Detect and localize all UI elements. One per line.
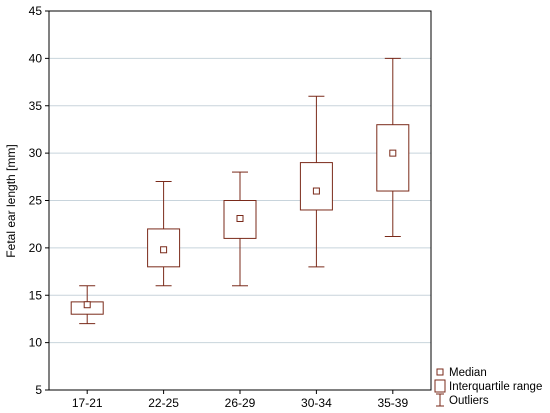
legend-median-marker xyxy=(436,368,444,376)
median-marker xyxy=(83,301,91,309)
box-22-25 xyxy=(147,181,181,287)
legend-iqr-box xyxy=(434,379,446,393)
legend-label: Median xyxy=(449,367,487,379)
y-tick-label: 5 xyxy=(35,383,42,397)
y-axis-label: Fetal ear length [mm] xyxy=(4,144,18,257)
y-tick-label: 35 xyxy=(29,99,43,113)
box-30-34 xyxy=(299,95,333,268)
y-tick-label: 25 xyxy=(29,194,43,208)
legend-label: Interquartile range xyxy=(449,381,542,393)
box-35-39 xyxy=(376,57,410,238)
iqr-box xyxy=(376,124,410,192)
box-26-29 xyxy=(223,171,257,287)
y-tick-label: 10 xyxy=(29,336,43,350)
legend-label: Outliers xyxy=(449,395,489,407)
y-tick-label: 15 xyxy=(29,288,43,302)
x-tick-label: 26-29 xyxy=(225,396,256,410)
median-marker xyxy=(389,149,397,157)
y-axis: 5 10 15 20 25 30 35 40 45 xyxy=(29,4,432,397)
y-tick-label: 20 xyxy=(29,241,43,255)
boxes-layer xyxy=(70,57,410,325)
y-tick-label: 40 xyxy=(29,51,43,65)
y-tick-label: 45 xyxy=(29,4,43,18)
legend-item-whisker: Outliers xyxy=(436,393,489,407)
legend: Median Interquartile range Outliers xyxy=(434,367,542,407)
median-marker xyxy=(236,215,244,223)
iqr-box xyxy=(299,162,333,211)
y-tick-label: 30 xyxy=(29,146,43,160)
median-marker xyxy=(160,246,168,254)
box-17-21 xyxy=(70,285,104,325)
x-tick-label: 35-39 xyxy=(377,396,408,410)
legend-item-iqr: Interquartile range xyxy=(434,379,542,393)
median-marker xyxy=(312,187,320,195)
legend-item-median: Median xyxy=(436,367,487,379)
x-axis: 17-21 22-25 26-29 30-34 35-39 xyxy=(72,390,408,410)
x-tick-label: 30-34 xyxy=(301,396,332,410)
x-tick-label: 22-25 xyxy=(148,396,179,410)
x-tick-label: 17-21 xyxy=(72,396,103,410)
